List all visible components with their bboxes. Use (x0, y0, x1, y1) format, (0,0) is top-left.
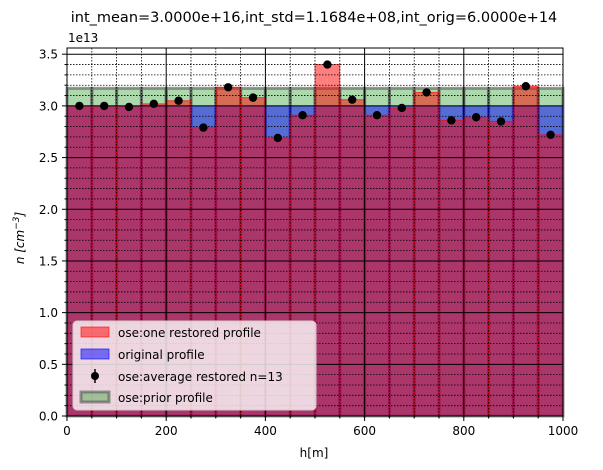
y-tick-label: 0.0 (39, 410, 58, 424)
restored-bar (512, 85, 539, 417)
average-point (372, 110, 382, 120)
legend-swatch-original (80, 348, 110, 360)
restored-bar (388, 107, 415, 417)
average-point (348, 95, 357, 104)
restored-bar (314, 64, 341, 417)
y-axis-label-end: ] (13, 212, 27, 218)
legend-label-restored: ose:one restored profile (118, 326, 261, 340)
average-point (397, 103, 406, 113)
y-axis-label-exp: −3 (12, 216, 22, 230)
x-axis-label: h[m] (300, 446, 329, 460)
legend: ose:one restored profile original profil… (72, 320, 317, 411)
y-offset-text: 1e13 (68, 31, 98, 45)
y-tick-label: 1.0 (39, 306, 58, 320)
average-point (174, 96, 183, 105)
average-point (447, 116, 456, 125)
average-point (248, 93, 258, 102)
chart-title: int_mean=3.0000e+16,int_std=1.1684e+08,i… (71, 10, 558, 26)
y-axis-label-main: n [cm (13, 230, 27, 264)
x-tick-label: 400 (254, 424, 277, 438)
average-point (472, 113, 481, 122)
restored-bar (438, 119, 465, 417)
y-tick-label: 2.0 (39, 203, 58, 217)
restored-bar (488, 120, 514, 417)
y-axis-label: n [cm−3] (12, 212, 27, 265)
x-tick-label: 200 (155, 424, 178, 438)
legend-label-original: original profile (118, 348, 205, 362)
average-point (546, 130, 555, 140)
restored-bar (413, 91, 440, 417)
x-tick-label: 0 (63, 424, 71, 438)
restored-bar (537, 134, 564, 417)
average-points (75, 60, 555, 143)
x-tick-label: 800 (452, 424, 475, 438)
x-axis: 0 200 400 600 800 1000 (63, 416, 578, 438)
legend-box (72, 320, 317, 411)
y-tick-label: 2.5 (39, 151, 58, 165)
y-tick-label: 3.5 (39, 48, 58, 62)
legend-swatch-restored (80, 326, 110, 338)
average-point (124, 102, 134, 112)
restored-bar (364, 114, 390, 417)
y-tick-label: 0.5 (39, 358, 58, 372)
average-point (75, 101, 84, 111)
average-point (100, 101, 109, 111)
y-axis: 0.0 0.5 1.0 1.5 2.0 2.5 3.0 3.5 (39, 48, 67, 424)
x-tick-label: 600 (353, 424, 376, 438)
x-tick-label: 1000 (548, 424, 579, 438)
average-point (496, 117, 506, 126)
average-point (521, 82, 530, 91)
y-tick-label: 3.0 (39, 99, 58, 113)
legend-swatch-prior (79, 390, 111, 404)
y-tick-label: 1.5 (39, 254, 58, 268)
average-point (199, 123, 208, 132)
average-point (273, 133, 282, 143)
average-point (298, 110, 307, 120)
average-point (224, 83, 233, 92)
average-point (422, 88, 431, 97)
average-point (323, 60, 332, 69)
legend-marker-average (91, 372, 99, 380)
average-point (149, 99, 158, 109)
legend-label-average: ose:average restored n=13 (118, 370, 283, 384)
legend-label-prior: ose:prior profile (118, 391, 213, 405)
restored-bar (463, 116, 490, 417)
